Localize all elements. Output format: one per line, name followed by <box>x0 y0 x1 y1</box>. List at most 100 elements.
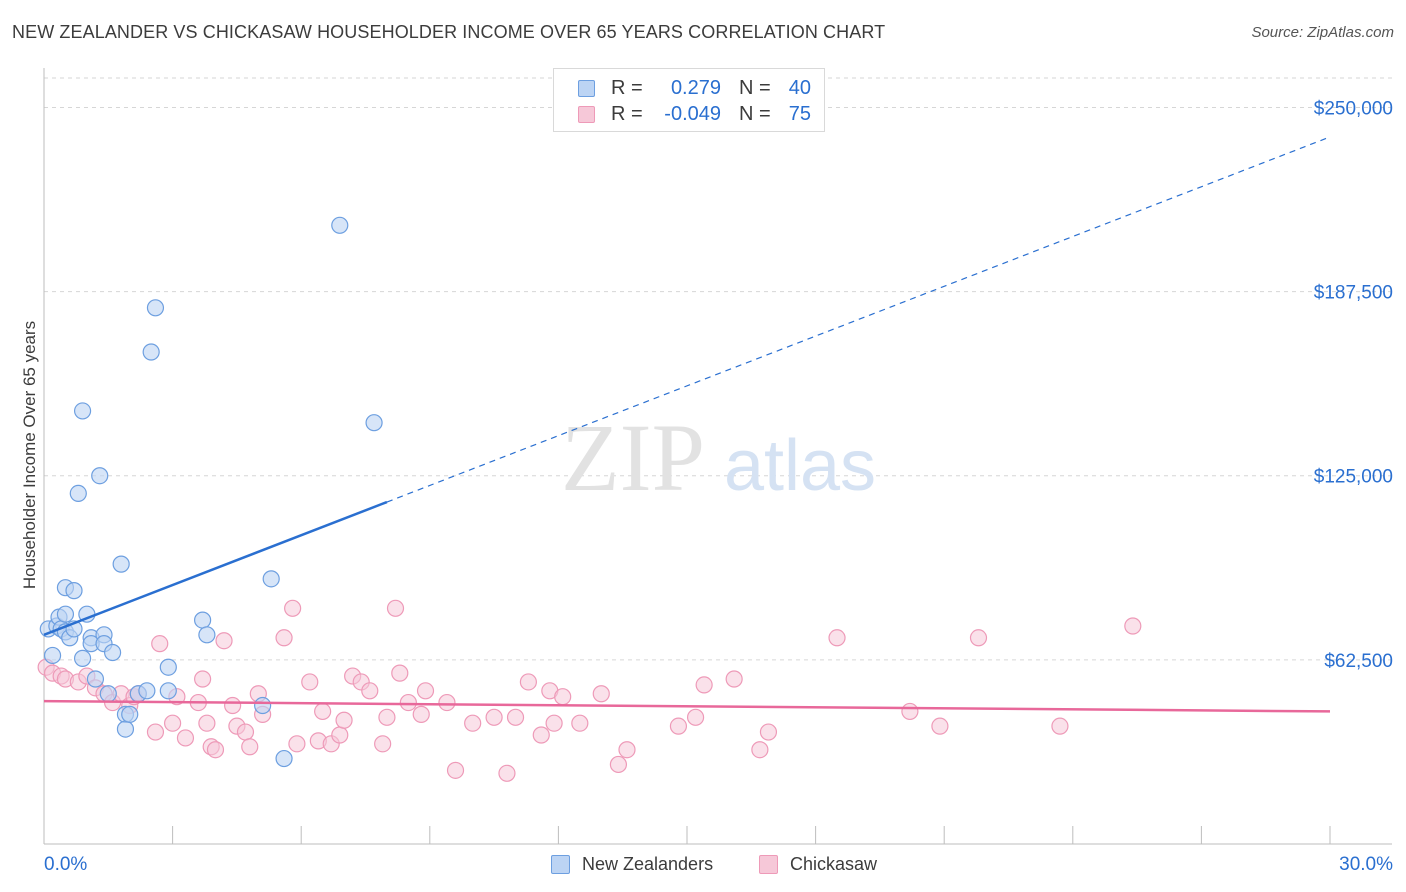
watermark: ZIP atlas <box>561 404 876 511</box>
bottom-legend-label: New Zealanders <box>582 853 714 874</box>
new-zealanders-point <box>103 643 122 662</box>
chickasaw-point <box>236 723 255 741</box>
chickasaw-point <box>438 693 456 712</box>
new-zealanders-point <box>365 414 383 432</box>
legend-swatch-pink <box>578 105 595 123</box>
chickasaw-point <box>532 726 550 744</box>
chickasaw-point <box>545 714 563 732</box>
chickasaw-point <box>464 714 482 732</box>
chickasaw-point <box>759 723 778 741</box>
x-tick-label-max: 30.0% <box>1339 854 1393 875</box>
chickasaw-point <box>498 764 516 782</box>
chickasaw-point <box>335 711 353 729</box>
trend-lines <box>43 136 1331 713</box>
chickasaw-point <box>288 735 306 753</box>
new-zealanders-point <box>262 570 280 588</box>
new-zealanders-points <box>39 216 383 768</box>
gridlines <box>44 77 1392 661</box>
chickasaw-point <box>1124 617 1142 635</box>
new-zealanders-point <box>146 299 165 317</box>
bottom-legend-chickasaw: Chickasaw <box>759 852 877 876</box>
chickasaw-point <box>378 708 396 726</box>
chickasaw-point <box>399 693 417 712</box>
chickasaw-point <box>554 688 572 706</box>
chickasaw-point <box>669 717 688 735</box>
chart-title: NEW ZEALANDER VS CHICKASAW HOUSEHOLDER I… <box>12 22 886 42</box>
new-zealanders-point <box>159 682 177 700</box>
new-zealanders-point <box>254 696 272 715</box>
new-zealanders-point <box>86 670 105 688</box>
chickasaw-point <box>314 702 332 721</box>
chickasaw-point <box>331 726 349 744</box>
new-zealanders-point <box>275 749 293 768</box>
chickasaw-point <box>151 635 169 653</box>
chickasaw-point <box>412 705 430 723</box>
bottom-legend-new-zealanders: New Zealanders <box>551 852 713 876</box>
chickasaw-point <box>592 685 610 703</box>
chickasaw-point <box>361 682 379 700</box>
chickasaw-point <box>1051 717 1069 735</box>
chickasaw-point <box>301 673 319 691</box>
chickasaw-point <box>695 676 713 694</box>
chickasaw-point <box>506 708 525 726</box>
new-zealanders-point <box>99 685 117 703</box>
legend-r-label: R = <box>611 76 643 99</box>
bottom-legend-label: Chickasaw <box>790 853 878 874</box>
legend-r-value: -0.049 <box>664 102 721 125</box>
y-tick-label: $187,500 <box>1314 283 1393 304</box>
new-zealanders-point <box>43 646 62 665</box>
chickasaw-point <box>198 714 216 732</box>
chickasaw-points <box>37 599 1142 782</box>
new-zealanders-point <box>159 658 177 676</box>
chickasaw-point <box>146 723 165 741</box>
chickasaw-point <box>386 599 405 617</box>
legend-n-value: 40 <box>788 76 811 99</box>
source-label: Source: ZipAtlas.com <box>1251 24 1394 41</box>
chickasaw-point <box>901 702 919 721</box>
chickasaw-point <box>176 729 195 747</box>
legend-row-chickasaw: R = -0.049 N = 75 <box>578 101 811 127</box>
new-zealanders-point <box>331 216 349 234</box>
new-zealanders-point <box>116 720 135 738</box>
legend-n-value: 75 <box>788 102 811 125</box>
new-zealanders-point <box>65 582 83 600</box>
legend-r-value: 0.279 <box>670 76 721 99</box>
tick-labels: $62,500 $125,000 $187,500 $250,000 0.0% 30.0% <box>44 98 1393 875</box>
bottom-legend-swatch-pink <box>759 854 778 874</box>
new-zealanders-point <box>138 682 156 700</box>
correlation-legend: R = 0.279 N = 40 R = -0.049 N = 75 <box>553 68 825 132</box>
new-zealanders-trend-dashed <box>386 136 1331 503</box>
new-zealanders-point <box>91 467 109 485</box>
axes <box>43 68 1392 845</box>
chickasaw-point <box>374 735 392 753</box>
chickasaw-trend <box>43 699 1331 713</box>
legend-swatch-blue <box>578 79 595 97</box>
y-tick-label: $125,000 <box>1314 467 1393 488</box>
chickasaw-point <box>215 632 233 650</box>
chickasaw-point <box>931 717 949 735</box>
chickasaw-point <box>275 629 293 647</box>
chickasaw-point <box>618 741 636 759</box>
new-zealanders-trend-solid <box>43 500 388 636</box>
chickasaw-point <box>519 673 537 691</box>
new-zealanders-point <box>69 484 87 503</box>
chickasaw-point <box>969 629 988 647</box>
new-zealanders-point <box>73 402 92 420</box>
y-tick-label: $62,500 <box>1324 651 1393 672</box>
watermark-atlas: atlas <box>724 426 876 506</box>
chickasaw-point <box>241 738 259 756</box>
new-zealanders-point <box>56 605 75 623</box>
chickasaw-point <box>194 670 212 688</box>
new-zealanders-point <box>73 649 92 667</box>
chickasaw-point <box>751 741 769 759</box>
chickasaw-point <box>725 670 743 688</box>
legend-n-label: N = <box>739 76 771 99</box>
chickasaw-point <box>391 664 409 682</box>
y-tick-label: $250,000 <box>1314 98 1393 119</box>
chickasaw-point <box>571 714 589 732</box>
legend-row-new-zealanders: R = 0.279 N = 40 <box>578 75 811 101</box>
new-zealanders-point <box>194 611 212 629</box>
chickasaw-point <box>416 682 435 700</box>
chickasaw-point <box>206 741 225 759</box>
